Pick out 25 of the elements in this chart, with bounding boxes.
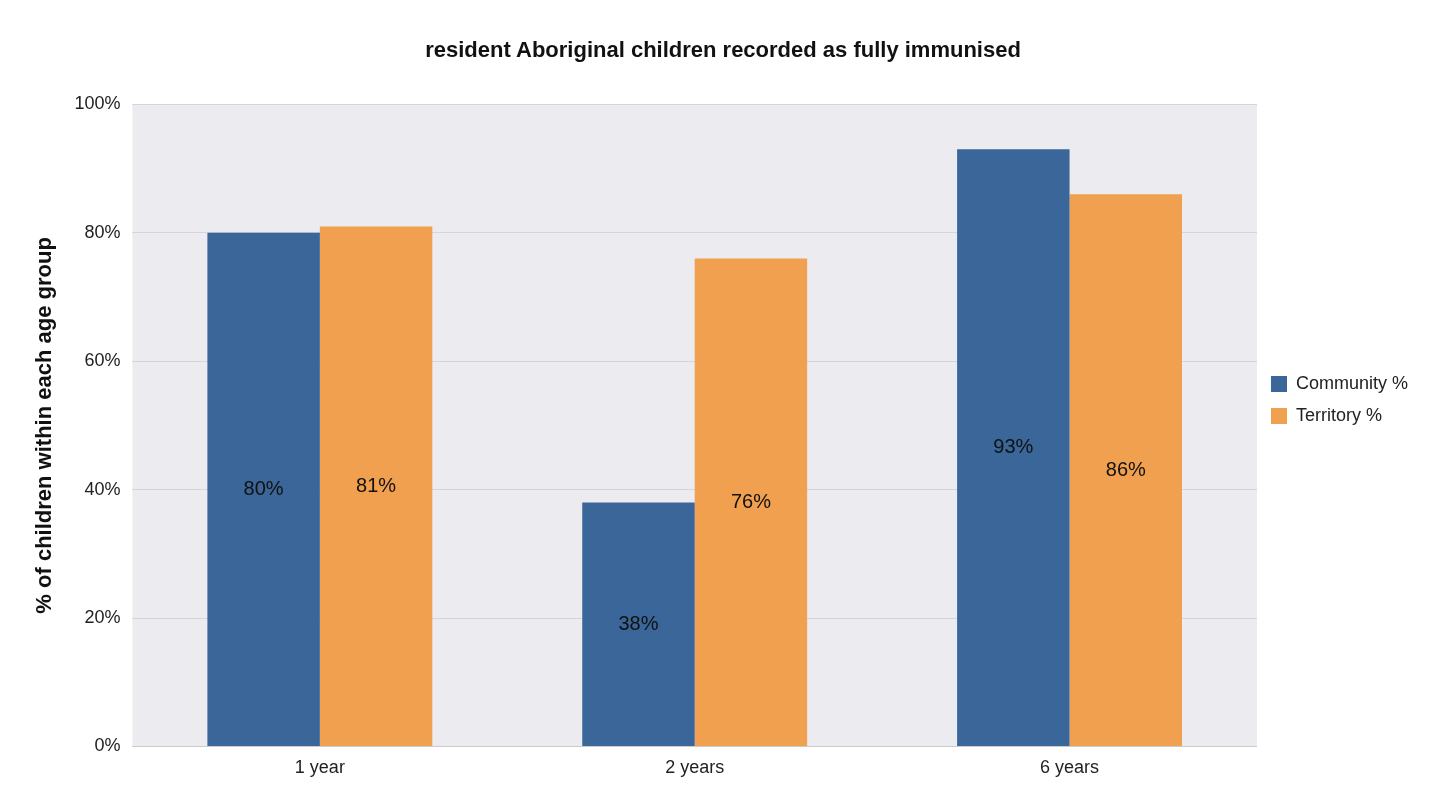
bar xyxy=(1069,194,1183,746)
y-tick-label: 100% xyxy=(74,93,121,114)
bar xyxy=(582,502,695,746)
bar xyxy=(319,226,433,746)
data-label: 76% xyxy=(730,489,772,512)
x-tick-label: 1 year xyxy=(294,757,345,778)
y-tick-label: 20% xyxy=(84,606,121,627)
bar xyxy=(694,258,808,746)
y-axis-title: % of children within each age group xyxy=(31,237,57,614)
chart-title: resident Aboriginal children recorded as fully immunised xyxy=(425,37,1021,63)
data-label: 86% xyxy=(1105,457,1147,480)
legend-label: Territory % xyxy=(1295,404,1382,425)
bar xyxy=(957,149,1070,746)
y-tick-label: 40% xyxy=(84,478,121,499)
y-tick-label: 80% xyxy=(84,221,121,242)
data-label: 80% xyxy=(243,476,284,499)
data-label: 81% xyxy=(356,473,397,496)
data-label: 38% xyxy=(618,611,659,634)
data-label: 93% xyxy=(993,435,1034,458)
y-tick-label: 0% xyxy=(94,735,121,756)
x-tick-label: 6 years xyxy=(1040,757,1100,778)
legend-label: Community % xyxy=(1295,372,1409,393)
bar xyxy=(207,232,320,746)
y-tick-label: 60% xyxy=(84,350,121,371)
x-tick-label: 2 years xyxy=(665,757,725,778)
